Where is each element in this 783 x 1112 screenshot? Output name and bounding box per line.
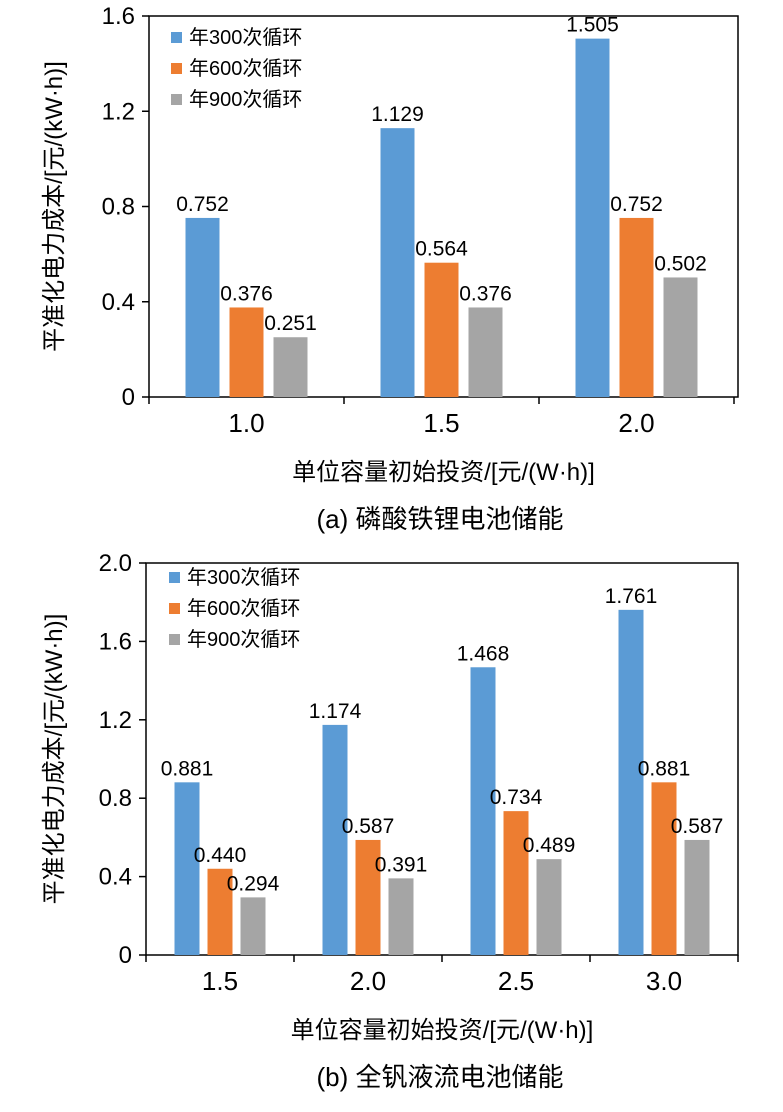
data-label: 0.391 [375,853,428,876]
chart-a: 0 0.4 0.8 1.2 1.6 0.752 0.376 0.251 1.0 1.129 0.56… [41,3,739,534]
x-tick-label: 1.5 [423,408,459,438]
legend-label: 年300次循环 [187,566,300,589]
chart-b: 0 0.4 0.8 1.2 1.6 2.0 0.881 0.440 0.294 1.5 1.174 0… [41,550,739,1092]
bar-1-cat-2 [380,128,415,398]
bar-1-cat-3 [470,667,496,955]
bar-2-cat-1 [207,868,233,955]
x-axis-title: 单位容量初始投资/[元/(W·h)] [292,459,595,486]
data-label: 0.564 [415,238,468,261]
x-tick-label: 1.0 [228,408,264,438]
bar-1-cat-1 [185,217,220,397]
data-label: 0.734 [490,786,543,809]
legend-label: 年600次循环 [187,597,300,620]
data-label: 0.251 [264,312,317,335]
data-label: 0.587 [671,815,724,838]
y-tick-label: 0.4 [102,289,135,316]
bar-3-cat-1 [273,337,308,397]
y-tick-label: 0 [122,384,135,411]
bar-2-cat-3 [619,217,654,397]
y-tick-label: 1.6 [102,3,135,30]
y-tick-label: 2.0 [99,550,132,577]
legend-swatch-3 [169,634,180,645]
data-label: 1.761 [605,585,658,608]
bar-3-cat-4 [684,839,710,955]
x-axis-title: 单位容量初始投资/[元/(W·h)] [291,1017,594,1044]
bar-3-cat-2 [468,307,503,397]
bar-2-cat-1 [229,307,264,397]
bar-2-cat-4 [651,782,677,955]
data-label: 0.881 [638,757,691,780]
legend-swatch-1 [169,572,180,583]
legend-label: 年600次循环 [189,57,302,80]
legend-label: 年900次循环 [187,628,300,651]
figure-caption: (b) 全钒液流电池储能 [316,1062,563,1092]
legend-swatch-1 [171,32,182,43]
x-tick-label: 2.0 [618,408,654,438]
x-tick-label: 2.5 [498,966,534,996]
bar-2-cat-2 [355,839,381,955]
legend-swatch-3 [171,94,182,105]
legend-label: 年300次循环 [189,26,302,49]
bar-3-cat-2 [388,878,414,955]
y-tick-label: 0.8 [102,194,135,221]
bar-1-cat-3 [575,38,610,397]
data-label: 0.489 [523,834,576,857]
data-label: 0.502 [654,252,707,275]
data-label: 1.468 [457,642,510,665]
y-tick-label: 0 [119,942,132,969]
y-tick-label: 0.8 [99,785,132,812]
y-tick-label: 0.4 [99,864,132,891]
bar-2-cat-2 [424,262,459,397]
data-label: 0.587 [342,815,395,838]
x-tick-label: 3.0 [646,966,682,996]
data-label: 0.752 [610,193,663,216]
bar-3-cat-3 [663,277,698,397]
legend-label: 年900次循环 [189,88,302,111]
y-axis-title: 平准化电力成本/[元/(kW·h)] [41,614,68,905]
figure-caption: (a) 磷酸铁锂电池储能 [316,504,563,534]
bar-3-cat-1 [240,897,266,955]
x-tick-label: 1.5 [202,966,238,996]
data-label: 0.752 [176,193,229,216]
data-label: 0.376 [459,282,512,305]
y-tick-label: 1.6 [99,628,132,655]
data-label: 0.376 [220,282,273,305]
y-tick-label: 1.2 [99,707,132,734]
data-label: 1.129 [371,103,424,126]
bar-1-cat-1 [174,782,200,955]
legend-swatch-2 [171,63,182,74]
data-label: 0.294 [227,872,280,895]
y-tick-label: 1.2 [102,98,135,125]
data-label: 0.440 [194,844,247,867]
bar-1-cat-4 [618,609,644,955]
data-label: 1.505 [566,14,619,37]
x-tick-label: 2.0 [350,966,386,996]
bar-1-cat-2 [322,724,348,955]
y-axis-title: 平准化电力成本/[元/(kW·h)] [41,61,68,352]
data-label: 0.881 [161,757,214,780]
bar-2-cat-3 [503,811,529,955]
legend-swatch-2 [169,603,180,614]
data-label: 1.174 [309,700,362,723]
bar-3-cat-3 [536,859,562,955]
